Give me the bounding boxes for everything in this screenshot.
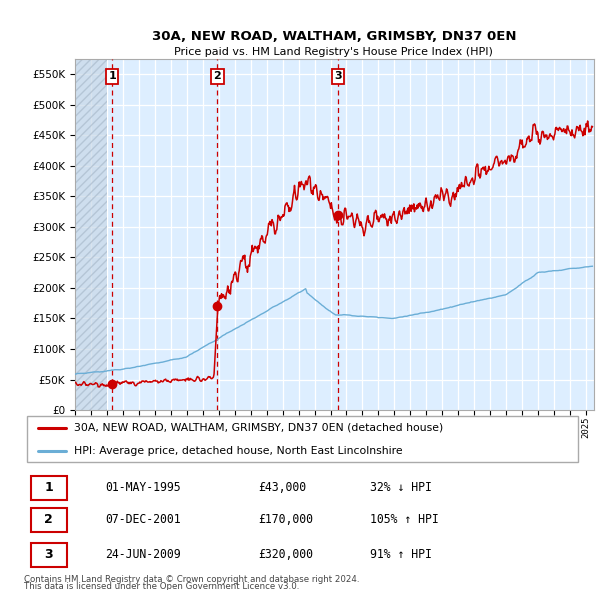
Text: £43,000: £43,000 <box>259 481 307 494</box>
Title: 30A, NEW ROAD, WALTHAM, GRIMSBY, DN37 0EN: 30A, NEW ROAD, WALTHAM, GRIMSBY, DN37 0E… <box>152 30 517 42</box>
Text: 105% ↑ HPI: 105% ↑ HPI <box>370 513 439 526</box>
Text: 3: 3 <box>334 71 342 81</box>
FancyBboxPatch shape <box>27 416 578 462</box>
Text: HPI: Average price, detached house, North East Lincolnshire: HPI: Average price, detached house, Nort… <box>74 446 403 456</box>
Text: 24-JUN-2009: 24-JUN-2009 <box>105 548 181 561</box>
Text: £170,000: £170,000 <box>259 513 313 526</box>
Text: Price paid vs. HM Land Registry's House Price Index (HPI): Price paid vs. HM Land Registry's House … <box>173 47 493 57</box>
Text: 1: 1 <box>44 481 53 494</box>
FancyBboxPatch shape <box>31 543 67 566</box>
Bar <box>75 59 107 410</box>
Text: Contains HM Land Registry data © Crown copyright and database right 2024.: Contains HM Land Registry data © Crown c… <box>24 575 359 584</box>
Text: 3: 3 <box>44 548 53 561</box>
Text: 32% ↓ HPI: 32% ↓ HPI <box>370 481 432 494</box>
Text: 2: 2 <box>44 513 53 526</box>
Text: 2: 2 <box>214 71 221 81</box>
Text: £320,000: £320,000 <box>259 548 313 561</box>
Text: 1: 1 <box>109 71 116 81</box>
Text: 91% ↑ HPI: 91% ↑ HPI <box>370 548 432 561</box>
FancyBboxPatch shape <box>31 507 67 532</box>
FancyBboxPatch shape <box>31 476 67 500</box>
Text: 07-DEC-2001: 07-DEC-2001 <box>105 513 181 526</box>
Text: This data is licensed under the Open Government Licence v3.0.: This data is licensed under the Open Gov… <box>24 582 299 590</box>
Text: 30A, NEW ROAD, WALTHAM, GRIMSBY, DN37 0EN (detached house): 30A, NEW ROAD, WALTHAM, GRIMSBY, DN37 0E… <box>74 423 443 433</box>
Text: 01-MAY-1995: 01-MAY-1995 <box>105 481 181 494</box>
